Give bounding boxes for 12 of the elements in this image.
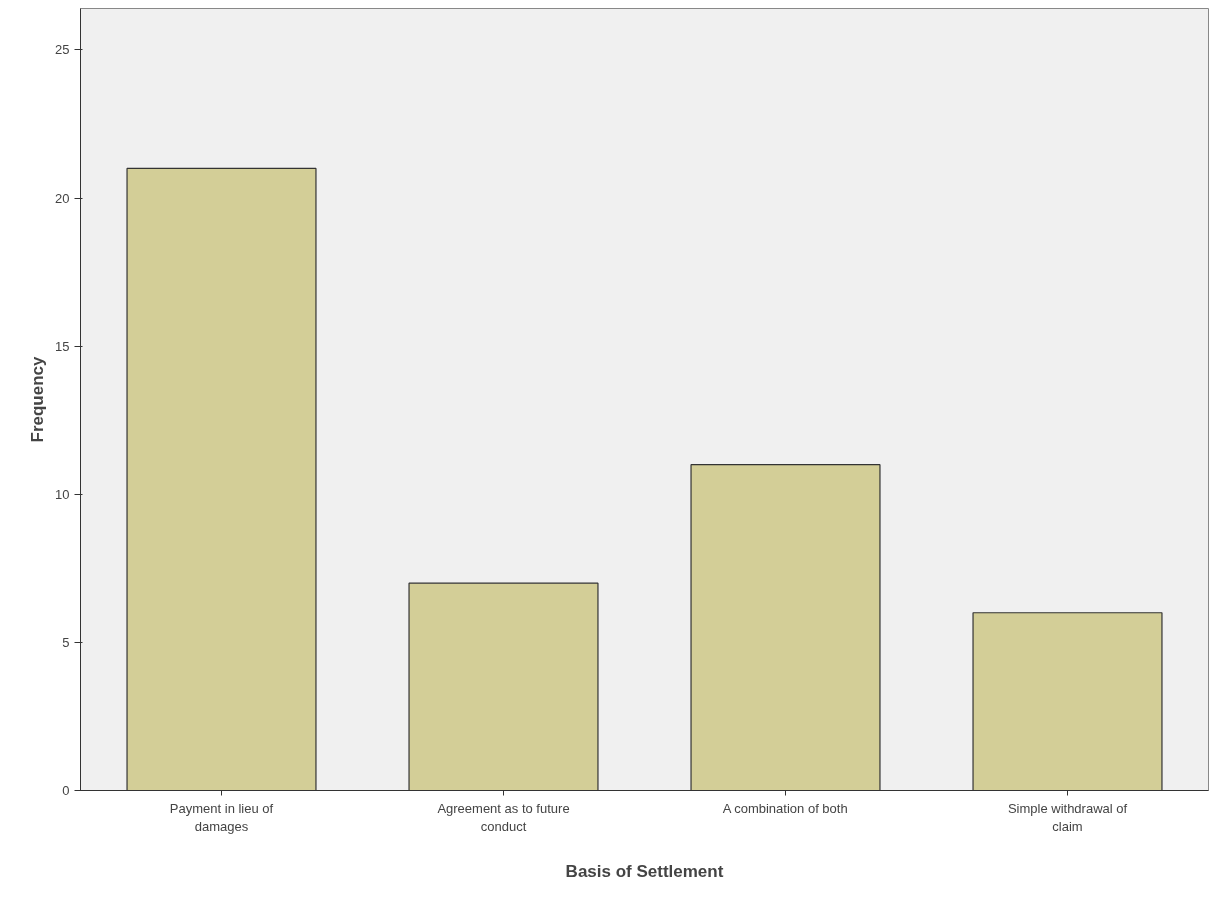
y-tick-label: 0	[62, 783, 70, 798]
x-tick-label: Payment in lieu of damages	[169, 800, 274, 834]
y-tick-label: 15	[55, 338, 70, 354]
y-tick-label: 10	[55, 486, 70, 502]
y-tick-label: 25	[55, 42, 70, 58]
y-axis-title: Frequency	[28, 355, 48, 443]
y-tick-label: 5	[62, 634, 70, 650]
y-tick-label: 20	[55, 190, 70, 206]
x-tick-label: A combination of both	[722, 800, 848, 816]
x-tick-label: Agreement as to future conduct	[437, 800, 570, 834]
x-axis-title: Basis of Settlement	[565, 861, 724, 881]
x-tick-label: Simple withdrawal of claim	[1007, 800, 1128, 834]
